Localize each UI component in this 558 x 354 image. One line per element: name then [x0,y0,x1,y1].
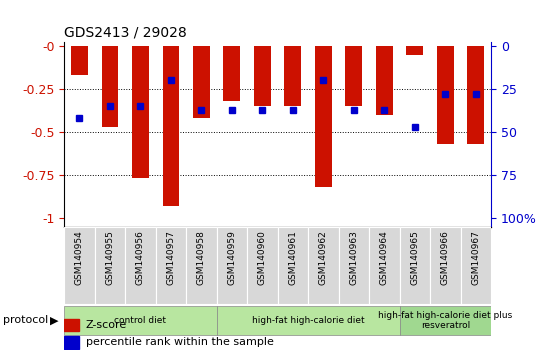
Bar [278,227,308,304]
Bar [125,227,156,304]
Text: GSM140966: GSM140966 [441,230,450,285]
Bar [369,227,400,304]
Text: GSM140963: GSM140963 [349,230,358,285]
Text: GSM140956: GSM140956 [136,230,145,285]
Bar [247,227,277,304]
Bar [224,46,240,101]
Text: GSM140962: GSM140962 [319,230,328,285]
Bar [64,336,79,349]
Text: GSM140959: GSM140959 [227,230,237,285]
Bar [217,227,247,304]
Bar [156,227,186,304]
Bar [308,227,339,304]
Bar [217,306,400,335]
Bar [64,227,95,304]
Text: high-fat high-calorie diet: high-fat high-calorie diet [252,316,364,325]
Bar [193,46,210,118]
Bar [400,227,430,304]
Text: percentile rank within the sample: percentile rank within the sample [85,337,273,348]
Text: GSM140967: GSM140967 [472,230,480,285]
Bar [95,227,125,304]
Text: GSM140955: GSM140955 [105,230,114,285]
Bar [71,46,88,75]
Bar [406,46,423,55]
Bar [437,46,454,144]
Text: GSM140954: GSM140954 [75,230,84,285]
Bar [64,306,217,335]
Bar [102,46,118,127]
Text: GSM140964: GSM140964 [380,230,389,285]
Bar [430,227,460,304]
Bar [339,227,369,304]
Text: ▶: ▶ [50,315,59,325]
Text: GSM140958: GSM140958 [197,230,206,285]
Bar [186,227,217,304]
Text: high-fat high-calorie diet plus
resveratrol: high-fat high-calorie diet plus resverat… [378,311,512,330]
Bar [468,46,484,144]
Text: control diet: control diet [114,316,166,325]
Text: GSM140961: GSM140961 [288,230,297,285]
Bar [132,46,149,178]
Text: protocol: protocol [3,315,48,325]
Text: GSM140957: GSM140957 [166,230,175,285]
Bar [254,46,271,106]
Bar [400,306,491,335]
Bar [460,227,491,304]
Bar [285,46,301,106]
Bar [315,46,331,187]
Bar [162,46,179,206]
Text: GSM140965: GSM140965 [410,230,419,285]
Bar [376,46,393,115]
Bar [64,319,79,331]
Text: Z-score: Z-score [85,320,127,330]
Text: GDS2413 / 29028: GDS2413 / 29028 [64,26,187,40]
Bar [345,46,362,106]
Text: GSM140960: GSM140960 [258,230,267,285]
